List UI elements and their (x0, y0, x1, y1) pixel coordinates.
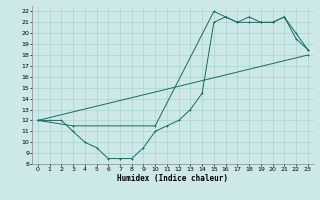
X-axis label: Humidex (Indice chaleur): Humidex (Indice chaleur) (117, 174, 228, 183)
